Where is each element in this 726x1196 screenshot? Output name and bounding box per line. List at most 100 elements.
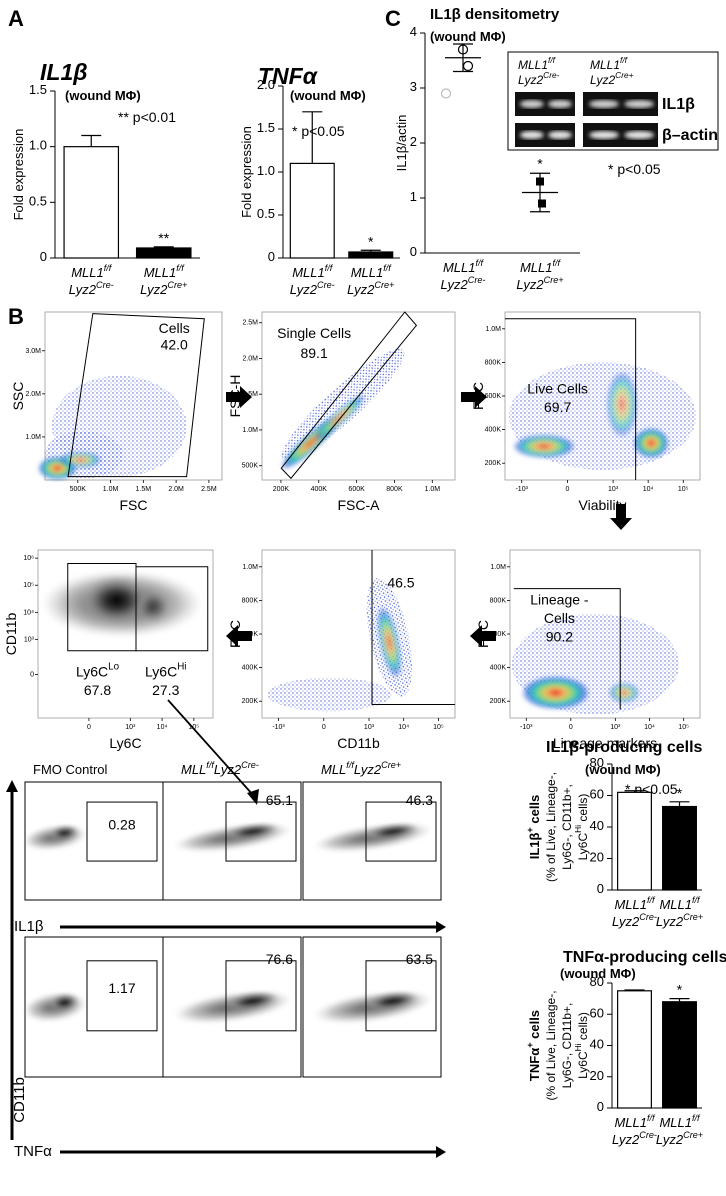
gate [135, 566, 209, 652]
text-part: Lyz2 [290, 282, 318, 297]
gate [225, 801, 297, 862]
bar [617, 990, 652, 1109]
text-part: Hi [573, 1043, 583, 1051]
text-part: Hi [573, 825, 583, 833]
text-part: 10⁵ [678, 724, 689, 731]
x-tick-label: 1.5M [136, 486, 152, 493]
text-part: Ly6C [145, 663, 177, 679]
gate-value: 46.3 [406, 792, 433, 808]
text-part: 1.0 [29, 138, 47, 153]
text-part: IL1β [14, 918, 44, 935]
text-part: FSC-A [338, 497, 381, 513]
text-part: 1.0M [242, 564, 258, 571]
text-part: 0 [410, 244, 417, 259]
bar [617, 791, 652, 891]
text-part: Lineage markers [553, 735, 657, 751]
x-axis-label: FSC [120, 497, 148, 513]
x-tick-label: 10⁵ [678, 724, 689, 731]
chart-title: TNFα-producing cells [563, 949, 726, 966]
text-part: Hi [177, 662, 186, 673]
gel-band [589, 131, 619, 139]
text-part: * [677, 981, 683, 997]
text-part: 0 [597, 881, 604, 896]
text-part: Lyz2 [69, 282, 97, 297]
gate-arrow [167, 699, 254, 796]
text-part: 80 [590, 974, 604, 989]
gate [225, 960, 297, 1032]
text-part: 1.0M [25, 434, 41, 441]
bar [662, 1001, 697, 1109]
density-cloud [365, 823, 420, 840]
text-part: TNFα [527, 1048, 542, 1081]
text-part: 0 [565, 486, 569, 493]
arrow-head [6, 780, 18, 792]
y-tick-label: 60 [590, 1006, 604, 1021]
text-part: 800K [485, 359, 502, 366]
bar [348, 251, 394, 259]
text-part: 40 [590, 818, 604, 833]
chart-title: IL1β densitometry [430, 6, 560, 23]
panel-label: B [8, 304, 24, 329]
x-tick-label: 10⁵ [433, 724, 444, 731]
x-tick-label: 2.0M [168, 486, 184, 493]
y-tick-label: 2.0M [242, 355, 258, 362]
text-part: f/f [325, 263, 334, 273]
gel-column-label: Lyz2Cre- [518, 70, 560, 87]
chart-subtitle: (wound MΦ) [430, 29, 506, 44]
density-cloud [377, 606, 402, 679]
text-part: 0 [597, 1099, 604, 1114]
text-part: 3 [410, 79, 417, 94]
text-part: 1.0M [242, 427, 258, 434]
text-part: SSC [10, 382, 26, 411]
gate-value: 1.17 [108, 980, 135, 996]
x-tick-label: Lyz2Cre- [441, 275, 486, 292]
x-tick-label: 800K [386, 486, 403, 493]
text-part: 800K [242, 597, 259, 604]
x-tick-label: 10⁵ [678, 486, 689, 493]
text-part: 1.0 [257, 163, 275, 178]
x-tick-label: -10³ [520, 724, 533, 731]
text-part: 2.0M [242, 355, 258, 362]
text-part: Cre+ [683, 1130, 703, 1140]
gate [86, 960, 158, 1032]
column-header: FMO Control [33, 762, 108, 777]
text-part: Lyz2 [140, 282, 168, 297]
text-part: Ly6G-, CD11b+, [560, 784, 574, 870]
x-tick-label: MLL1f/f [614, 895, 656, 912]
y-tick-label: 600K [485, 393, 502, 400]
text-part: cells) [576, 794, 590, 825]
text-part: Lyz2 [612, 914, 640, 929]
text-part: IL1β-producing cells [546, 739, 703, 756]
gate-label: Cells [544, 610, 575, 626]
x-tick-label: Lyz2Cre+ [140, 280, 187, 297]
x-tick-label: Lyz2Cre- [290, 280, 335, 297]
text-part: Live Cells [527, 380, 588, 396]
x-tick-label: MLL1f/f [659, 895, 701, 912]
text-part: Ly6C [109, 735, 141, 751]
y-tick-label: 1 [410, 189, 417, 204]
y-tick-label: 1.0 [257, 163, 275, 178]
text-part: MLL1 [443, 260, 476, 275]
y-tick-label: 200K [242, 698, 259, 705]
gate-label: 27.3 [152, 682, 179, 698]
text-part: f/f [206, 760, 215, 770]
chart-subtitle: (wound MΦ) [290, 88, 366, 103]
text-part: Lyz2 [590, 73, 615, 87]
gate-label: Single Cells [277, 325, 351, 341]
significance-note: * p<0.05 [608, 161, 661, 177]
text-part: f/f [475, 258, 484, 268]
y-tick-label: 800K [490, 597, 507, 604]
text-part: * [368, 233, 374, 249]
text-part: TNFα-producing cells [563, 949, 726, 966]
significance-mark: * [537, 155, 543, 171]
text-part: 10³ [364, 724, 375, 731]
x-tick-label: 10³ [125, 724, 136, 731]
y-tick-label: 400K [485, 426, 502, 433]
x-axis-label: Lineage markers [553, 735, 657, 751]
gate-label: 42.0 [161, 336, 188, 352]
text-part: 69.7 [544, 398, 571, 414]
density-cloud [512, 434, 576, 459]
x-tick-label: 10⁴ [398, 724, 409, 731]
text-part: 10⁵ [433, 724, 444, 731]
text-part: TNFα [14, 1143, 52, 1160]
